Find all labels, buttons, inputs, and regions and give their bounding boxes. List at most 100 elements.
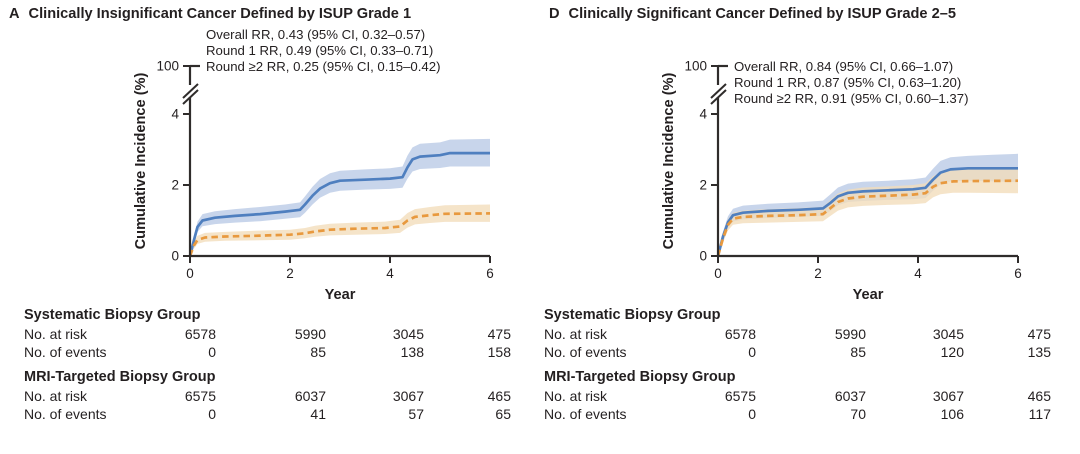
x-tick-label: 2 [814,266,822,281]
panel-a: A Clinically Insignificant Cancer Defined… [9,6,536,430]
table-row: No. of events 0 85 120 135 [544,343,1056,361]
x-axis-title: Year [325,287,356,303]
systematic-biopsy-line [716,166,1018,257]
risk-row-label: No. of events [544,406,627,422]
risk-value: 6575 [184,388,216,404]
x-tick-label: 4 [914,266,922,281]
risk-value: 475 [1027,326,1051,342]
risk-value: 106 [940,406,964,422]
rr-annotations: Overall RR, 0.43 (95% CI, 0.32–0.57) Rou… [206,27,441,74]
risk-value: 158 [487,344,511,360]
systematic-biopsy-confidence-band [190,138,490,256]
risk-value: 117 [1028,406,1051,422]
y-axis-break-mark [710,83,727,99]
x-tick-label: 4 [386,266,394,281]
risk-value: 65 [495,406,511,422]
risk-row-label: No. at risk [544,388,608,404]
risk-value: 3067 [392,388,424,404]
rr-annotation-overall: Overall RR, 0.43 (95% CI, 0.32–0.57) [206,27,425,42]
risk-group-name: MRI-Targeted Biopsy Group [24,369,216,385]
y-axis: 100 4 2 0 Cumulative Incidence (%) [133,59,200,264]
rr-annotation-overall: Overall RR, 0.84 (95% CI, 0.66–1.07) [734,59,953,74]
plot-area [716,153,1019,257]
y-tick-label: 2 [171,178,179,193]
systematic-biopsy-line [188,151,490,257]
risk-group-mri-targeted: MRI-Targeted Biopsy Group No. at risk 65… [24,368,536,423]
x-tick-label: 6 [1014,266,1022,281]
y-axis: 100 4 2 0 Cumulative Incidence (%) [661,59,728,264]
risk-value: 3067 [932,388,964,404]
table-row: No. of events 0 41 57 65 [24,405,536,423]
risk-row-label: No. at risk [24,388,88,404]
risk-value: 0 [208,406,216,422]
mri-targeted-biopsy-confidence-band [718,168,1018,256]
risk-value: 0 [208,344,216,360]
y-tick-label: 100 [684,59,707,74]
x-tick-label: 2 [286,266,294,281]
risk-group-name: Systematic Biopsy Group [544,307,721,323]
risk-row-label: No. of events [544,344,627,360]
risk-value: 6575 [724,388,756,404]
panel-d-title: D Clinically Significant Cancer Defined b… [549,6,956,22]
y-axis-title: Cumulative Incidence (%) [133,72,149,249]
panel-a-letter: A [9,6,20,22]
table-row: No. at risk 6575 6037 3067 465 [24,387,536,405]
risk-value: 475 [487,326,511,342]
x-axis: 0 2 4 6 Year [186,254,494,303]
x-tick-label: 6 [486,266,494,281]
risk-value: 6578 [724,326,756,342]
table-row: No. at risk 6575 6037 3067 465 [544,387,1056,405]
table-row: No. at risk 6578 5990 3045 475 [544,325,1056,343]
risk-value: 85 [310,344,326,360]
risk-value: 465 [1027,388,1051,404]
panel-a-chart: 100 4 2 0 Cumulative Incidence (%) 0 2 4… [133,27,494,303]
x-axis: 0 2 4 6 Year [714,254,1022,303]
table-row: No. of events 0 85 138 158 [24,343,536,361]
y-tick-label: 4 [171,107,179,122]
risk-group-mri-targeted: MRI-Targeted Biopsy Group No. at risk 65… [544,368,1056,423]
risk-group-name: Systematic Biopsy Group [24,307,201,323]
x-axis-title: Year [853,287,884,303]
y-tick-label: 2 [699,178,707,193]
risk-value: 3045 [392,326,424,342]
risk-value: 6037 [834,388,866,404]
risk-row-label: No. at risk [24,326,88,342]
panel-a-risk-table: Systematic Biopsy Group No. at risk 6578… [24,306,536,430]
risk-group-systematic: Systematic Biopsy Group No. at risk 6578… [24,306,536,361]
risk-group-systematic: Systematic Biopsy Group No. at risk 6578… [544,306,1056,361]
mri-targeted-biopsy-line [188,212,491,257]
rr-annotation-round-1: Round 1 RR, 0.49 (95% CI, 0.33–0.71) [206,43,433,58]
rr-annotation-round-2plus: Round ≥2 RR, 0.91 (95% CI, 0.60–1.37) [734,91,969,106]
risk-value: 41 [310,406,326,422]
y-tick-label: 0 [699,249,707,264]
rr-annotations: Overall RR, 0.84 (95% CI, 0.66–1.07) Rou… [734,59,969,106]
y-tick-label: 0 [171,249,179,264]
panel-d-chart: 100 4 2 0 Cumulative Incidence (%) 0 2 4… [661,59,1022,304]
rr-annotation-round-2plus: Round ≥2 RR, 0.25 (95% CI, 0.15–0.42) [206,59,441,74]
risk-value: 6037 [294,388,326,404]
mri-targeted-biopsy-line [716,179,1019,257]
risk-value: 0 [748,344,756,360]
risk-row-label: No. of events [24,406,107,422]
risk-value: 120 [940,344,964,360]
risk-group-name: MRI-Targeted Biopsy Group [544,369,736,385]
risk-value: 0 [748,406,756,422]
risk-value: 138 [400,344,424,360]
risk-value: 465 [487,388,511,404]
panel-d-letter: D [549,6,560,22]
risk-value: 5990 [834,326,866,342]
table-row: No. of events 0 70 106 117 [544,405,1056,423]
risk-value: 5990 [294,326,326,342]
y-axis-title: Cumulative Incidence (%) [661,72,677,249]
risk-value: 85 [850,344,866,360]
x-tick-label: 0 [714,266,722,281]
y-axis-break-mark [182,83,199,99]
y-tick-label: 4 [699,107,707,122]
panel-d-title-text: Clinically Significant Cancer Defined by… [568,6,956,22]
rr-annotation-round-1: Round 1 RR, 0.87 (95% CI, 0.63–1.20) [734,75,961,90]
risk-value: 57 [408,406,424,422]
risk-row-label: No. of events [24,344,107,360]
risk-value: 70 [850,406,866,422]
panel-d: D Clinically Significant Cancer Defined b… [540,0,1080,454]
